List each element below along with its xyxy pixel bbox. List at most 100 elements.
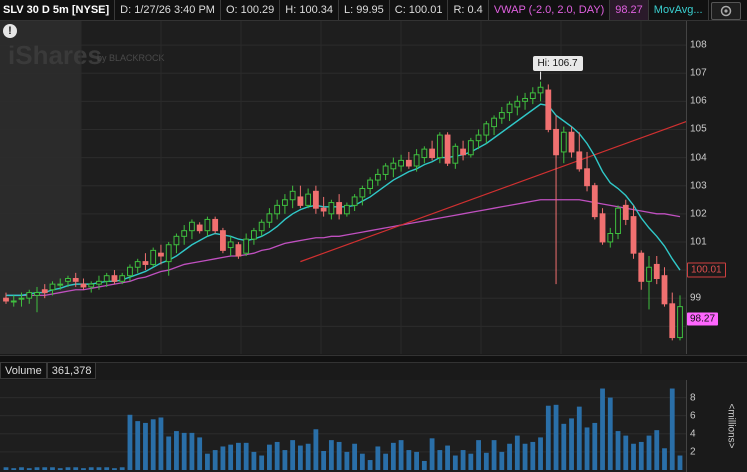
volume-value: 361,378 [46,362,97,379]
volume-bar [584,427,590,470]
candle-body [65,278,71,282]
volume-bar [553,404,559,470]
candle-body [103,275,110,282]
candle-body [444,134,451,164]
candle-body [351,196,358,206]
vwap-study-label[interactable]: VWAP (-2.0, 2.0, DAY) [489,0,611,20]
candle-body [158,252,164,257]
volume-bar [143,422,148,470]
candle-body [584,168,590,187]
volume-pane[interactable] [0,380,686,472]
alert-icon[interactable]: ! [3,24,17,38]
candle-body [413,154,420,167]
candle-body [646,266,652,282]
volume-bar [352,443,358,470]
candle-body [150,249,157,265]
volume-bar [561,423,567,470]
volume-bar [236,442,241,470]
price-axis[interactable]: 108 107 106 105 104 103 102 101 99 100.01 98.27 [686,21,747,354]
candle-body [537,86,544,94]
candle-body [390,162,397,170]
volume-bar [452,455,458,470]
volume-bar [251,451,257,470]
trend-line [300,120,686,263]
candle-body [491,117,497,128]
candle-body [522,98,528,102]
candle-body [212,218,219,232]
volume-bar [19,467,24,470]
candle-body [591,185,598,218]
candle-body [173,235,180,246]
movavg-study-label[interactable]: MovAvg... [649,0,709,20]
movavg-price-tag: 100.01 [687,262,726,278]
volume-bar [57,468,63,470]
candle-body [529,92,536,99]
blackrock-watermark: by BLACKROCK [97,53,165,63]
volume-bar [321,450,327,470]
candle-body [72,278,79,282]
volume-bar [212,450,218,470]
candle-body [498,112,505,119]
candle-body [669,303,676,339]
volume-bar [600,388,605,470]
volume-tick: 8 [690,392,696,404]
volume-bar [243,442,249,470]
volume-bar [569,418,574,470]
volume-bar [514,435,520,470]
candle-body [289,190,296,201]
price-pane[interactable]: iShares by BLACKROCK ! Hi: 106.7 [0,21,686,354]
candle-body [367,179,374,189]
volume-bar [274,441,280,470]
volume-bar [538,437,543,470]
price-tick: 102 [690,208,707,220]
candle-body [514,100,521,108]
candle-body [26,292,33,299]
candle-body [18,297,25,300]
candle-body [336,202,343,215]
range-readout: R: 0.4 [448,0,489,20]
volume-bar [476,440,481,470]
pane-separator[interactable] [0,355,747,363]
low-readout: L: 99.95 [339,0,390,20]
candle-body [405,159,412,167]
volume-bar [421,460,427,470]
volume-bar [336,441,342,470]
volume-bar [662,448,667,470]
volume-bar [73,467,79,470]
candle-body [88,283,95,288]
volume-bar [88,467,94,470]
volume-bar [189,432,195,470]
gear-icon [720,5,732,17]
candle-body [328,202,335,215]
candle-body [189,221,195,232]
symbol-selector[interactable]: SLV 30 D 5m [NYSE] [0,0,116,20]
volume-bar [631,443,636,470]
candle-body [305,193,312,206]
candle-body [630,216,637,254]
volume-bar [34,467,40,470]
price-tick: 104 [690,152,707,164]
volume-bar [530,441,536,470]
price-tick: 103 [690,180,707,192]
price-tick: 101 [690,236,707,248]
volume-unit: <millions> [725,403,737,449]
volume-bar [344,451,350,470]
candle-body [220,230,226,251]
volume-bar [607,397,613,470]
date-readout: D: 1/27/26 3:40 PM [115,0,221,20]
volume-label[interactable]: Volume [0,362,47,379]
candle-body [119,275,126,282]
volume-bar [42,467,48,470]
close-readout: C: 100.01 [390,0,449,20]
candle-body [80,283,87,288]
candle-body [196,224,203,232]
volume-bar [522,443,528,470]
candle-body [235,244,242,257]
volume-bar [677,455,683,470]
volume-bar [150,419,156,470]
settings-gear-button[interactable] [711,2,741,20]
volume-bar [166,436,172,470]
candle-body [599,213,606,243]
candle-body [374,173,381,181]
volume-header: Volume 361,378 [0,362,97,379]
